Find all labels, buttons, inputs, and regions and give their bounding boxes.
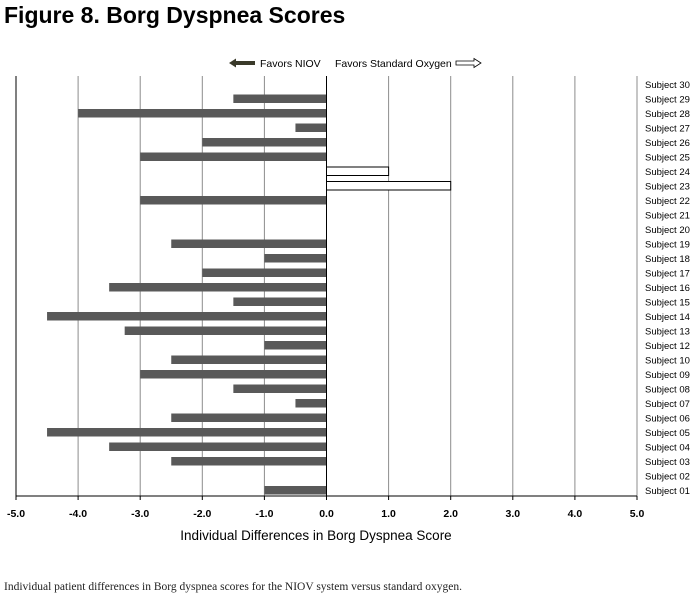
x-tick-label: 5.0 <box>630 508 645 520</box>
bar-subject-18 <box>264 254 327 263</box>
category-label: Subject 09 <box>645 370 690 381</box>
bar-subject-26 <box>202 138 327 147</box>
x-tick-label: -2.0 <box>193 508 211 520</box>
category-label: Subject 05 <box>645 428 690 439</box>
category-label: Subject 13 <box>645 326 690 337</box>
right-arrow-icon <box>455 57 482 69</box>
figure-caption: Individual patient differences in Borg d… <box>4 581 462 593</box>
category-label: Subject 19 <box>645 239 690 250</box>
x-tick-label: 0.0 <box>319 508 334 520</box>
bar-subject-06 <box>171 413 327 422</box>
category-label: Subject 03 <box>645 457 690 468</box>
x-tick-label: 2.0 <box>443 508 458 520</box>
category-label: Subject 07 <box>645 399 690 410</box>
bar-subject-09 <box>140 370 327 379</box>
bar-subject-04 <box>109 442 327 451</box>
bar-subject-23 <box>326 181 452 191</box>
category-label: Subject 01 <box>645 486 690 497</box>
category-label: Subject 24 <box>645 167 690 178</box>
bar-subject-17 <box>202 268 327 277</box>
category-label: Subject 30 <box>645 80 690 91</box>
bar-subject-28 <box>78 109 327 118</box>
bar-subject-15 <box>233 297 327 306</box>
category-label: Subject 02 <box>645 471 690 482</box>
bar-subject-07 <box>295 399 327 408</box>
bar-layer <box>47 94 452 495</box>
bar-subject-22 <box>140 196 327 205</box>
x-axis-label: Individual Differences in Borg Dyspnea S… <box>180 528 451 543</box>
bar-subject-24 <box>326 166 390 176</box>
figure-title: Figure 8. Borg Dyspnea Scores <box>4 2 346 28</box>
bar-subject-27 <box>295 123 327 132</box>
legend-label-niov: Favors NIOV <box>260 58 321 70</box>
axis-layer <box>15 76 638 500</box>
bar-subject-05 <box>47 428 327 437</box>
bar-subject-12 <box>264 341 327 350</box>
bar-subject-01 <box>264 486 327 495</box>
left-arrow-icon <box>229 58 255 68</box>
category-label: Subject 18 <box>645 254 690 265</box>
bar-subject-03 <box>171 457 327 466</box>
category-label: Subject 27 <box>645 123 690 134</box>
x-tick-label: -5.0 <box>7 508 25 520</box>
bar-subject-10 <box>171 355 327 364</box>
x-tick-label: 4.0 <box>568 508 583 520</box>
category-label: Subject 21 <box>645 210 690 221</box>
category-label: Subject 06 <box>645 413 690 424</box>
x-tick-label: 1.0 <box>381 508 396 520</box>
category-label: Subject 15 <box>645 297 690 308</box>
y-tick-labels: Subject 30 Subject 29 Subject 28 Subject 27… <box>645 80 690 497</box>
bar-subject-19 <box>171 239 327 248</box>
legend-label-standard: Favors Standard Oxygen <box>335 58 452 70</box>
category-label: Subject 10 <box>645 355 690 366</box>
category-label: Subject 12 <box>645 341 690 352</box>
category-label: Subject 08 <box>645 384 690 395</box>
category-label: Subject 28 <box>645 109 690 120</box>
category-label: Subject 25 <box>645 152 690 163</box>
borg-dyspnea-chart: Favors NIOV Favors Standard Oxygen Subje… <box>7 57 690 543</box>
category-label: Subject 22 <box>645 196 690 207</box>
x-tick-label: 3.0 <box>505 508 520 520</box>
category-label: Subject 26 <box>645 138 690 149</box>
category-label: Subject 29 <box>645 94 690 105</box>
x-tick-labels: -5.0 -4.0 -3.0 -2.0 -1.0 0.0 1.0 2.0 3.0 4.0 5.0 <box>7 508 644 520</box>
bar-subject-25 <box>140 152 327 161</box>
category-label: Subject 16 <box>645 283 690 294</box>
x-tick-label: -1.0 <box>255 508 273 520</box>
category-label: Subject 17 <box>645 268 690 279</box>
x-tick-label: -4.0 <box>69 508 87 520</box>
bar-subject-08 <box>233 384 327 393</box>
bar-subject-29 <box>233 94 327 103</box>
bar-subject-14 <box>47 312 327 321</box>
legend: Favors NIOV Favors Standard Oxygen <box>229 57 482 70</box>
category-label: Subject 23 <box>645 181 690 192</box>
x-tick-label: -3.0 <box>131 508 149 520</box>
category-label: Subject 04 <box>645 442 690 453</box>
bar-subject-16 <box>109 283 327 292</box>
category-label: Subject 20 <box>645 225 690 236</box>
category-label: Subject 14 <box>645 312 690 323</box>
bar-subject-13 <box>124 326 327 335</box>
